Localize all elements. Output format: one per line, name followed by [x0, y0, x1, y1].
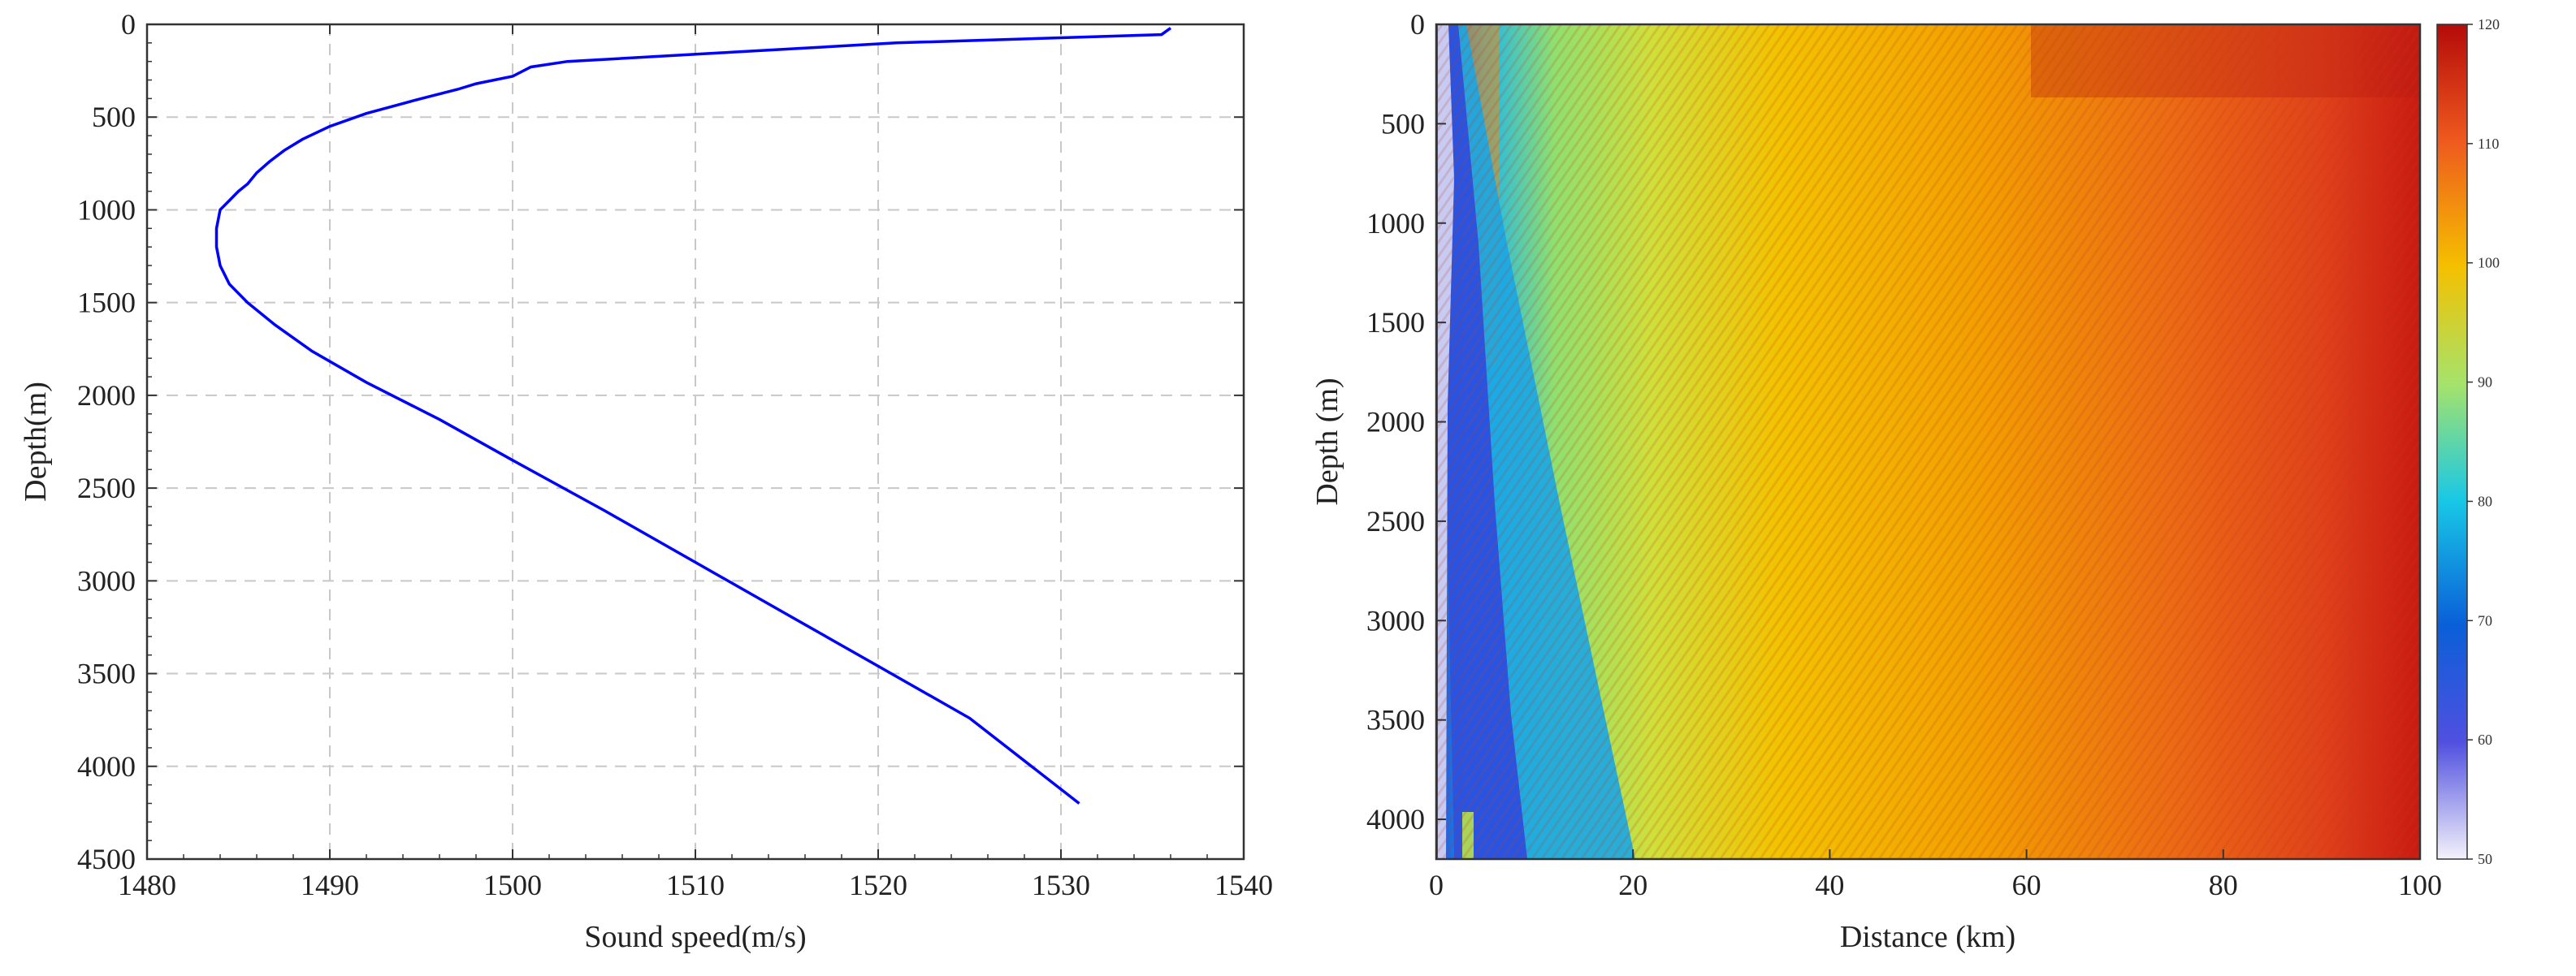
- right-x-axis-label: Distance (km): [1840, 920, 2015, 954]
- left-y-tick-labels: 0 500 1000 1500 2000 2500 3000 3500 4000 4500: [77, 8, 136, 875]
- right-y-tick-label: 2500: [1366, 505, 1425, 538]
- left-x-axis-label: Sound speed(m/s): [584, 920, 806, 954]
- right-y-tick-label: 1500: [1366, 306, 1425, 339]
- colorbar-tick-label: 90: [2478, 374, 2492, 391]
- right-y-tick-label: 500: [1381, 107, 1425, 140]
- left-y-tick-label: 4000: [77, 750, 136, 783]
- right-y-tick-label: 3000: [1366, 604, 1425, 637]
- right-x-tick-labels: 0 20 40 60 80 100: [1429, 869, 2442, 901]
- sound-speed-line: [214, 27, 1172, 805]
- left-grid: [147, 24, 1244, 859]
- colorbar-tick-label: 100: [2478, 255, 2500, 271]
- right-tick-marks: [1435, 24, 2421, 859]
- left-y-tick-label: 500: [92, 101, 136, 133]
- left-y-tick-label: 1500: [77, 287, 136, 319]
- sound-speed-panel: 1480 1490 1500 1510 1520 1530 1540 0 500 1000 150…: [19, 8, 1273, 954]
- left-y-tick-label: 3500: [77, 658, 136, 690]
- right-x-tick-label: 0: [1429, 869, 1444, 901]
- left-x-tick-label: 1520: [849, 869, 907, 901]
- colorbar-tick-label: 50: [2478, 851, 2492, 867]
- right-y-axis-label: Depth (m): [1310, 378, 1344, 505]
- right-y-tick-label: 1000: [1366, 207, 1425, 240]
- transmission-loss-panel: 0 20 40 60 80 100 0 500 1000 1500 2000 2500 3000 350…: [1310, 8, 2500, 954]
- colorbar-tick-label: 80: [2478, 493, 2492, 509]
- left-x-tick-labels: 1480 1490 1500 1510 1520 1530 1540: [118, 869, 1273, 901]
- left-y-tick-label: 3000: [77, 564, 136, 597]
- right-x-tick-label: 40: [1815, 869, 1844, 901]
- left-x-tick-label: 1490: [301, 869, 359, 901]
- left-x-tick-label: 1480: [118, 869, 176, 901]
- right-x-tick-label: 60: [2012, 869, 2041, 901]
- left-y-tick-label: 4500: [77, 843, 136, 875]
- heatmap-field: [1436, 24, 2420, 859]
- left-axes-frame: [145, 23, 1245, 861]
- right-axes-frame: [1435, 23, 2422, 861]
- left-y-axis-label: Depth(m): [19, 382, 53, 502]
- left-y-tick-label: 2000: [77, 379, 136, 412]
- right-x-tick-label: 80: [2209, 869, 2238, 901]
- right-y-tick-label: 3500: [1366, 704, 1425, 736]
- right-x-tick-label: 100: [2398, 869, 2442, 901]
- left-y-tick-label: 0: [121, 8, 136, 41]
- right-y-tick-label: 0: [1410, 8, 1425, 41]
- right-x-tick-label: 20: [1618, 869, 1647, 901]
- left-x-tick-label: 1510: [666, 869, 725, 901]
- left-x-tick-label: 1500: [483, 869, 542, 901]
- left-y-tick-label: 2500: [77, 472, 136, 504]
- colorbar-tick-label: 60: [2478, 732, 2492, 748]
- left-x-tick-label: 1530: [1032, 869, 1090, 901]
- colorbar-tick-label: 70: [2478, 612, 2492, 628]
- right-y-tick-label: 4000: [1366, 803, 1425, 836]
- right-y-tick-labels: 0 500 1000 1500 2000 2500 3000 3500 4000: [1366, 8, 1425, 836]
- right-y-tick-label: 2000: [1366, 406, 1425, 438]
- colorbar-ticks: 50 60 70 80 90 100 110 120: [2467, 16, 2500, 867]
- colorbar-tick-label: 120: [2478, 16, 2500, 32]
- left-y-tick-label: 1000: [77, 193, 136, 226]
- left-x-tick-label: 1540: [1214, 869, 1273, 901]
- colorbar-tick-label: 110: [2478, 136, 2499, 152]
- colorbar-gradient: [2436, 24, 2468, 860]
- colorbar: 50 60 70 80 90 100 110 120: [2436, 16, 2500, 867]
